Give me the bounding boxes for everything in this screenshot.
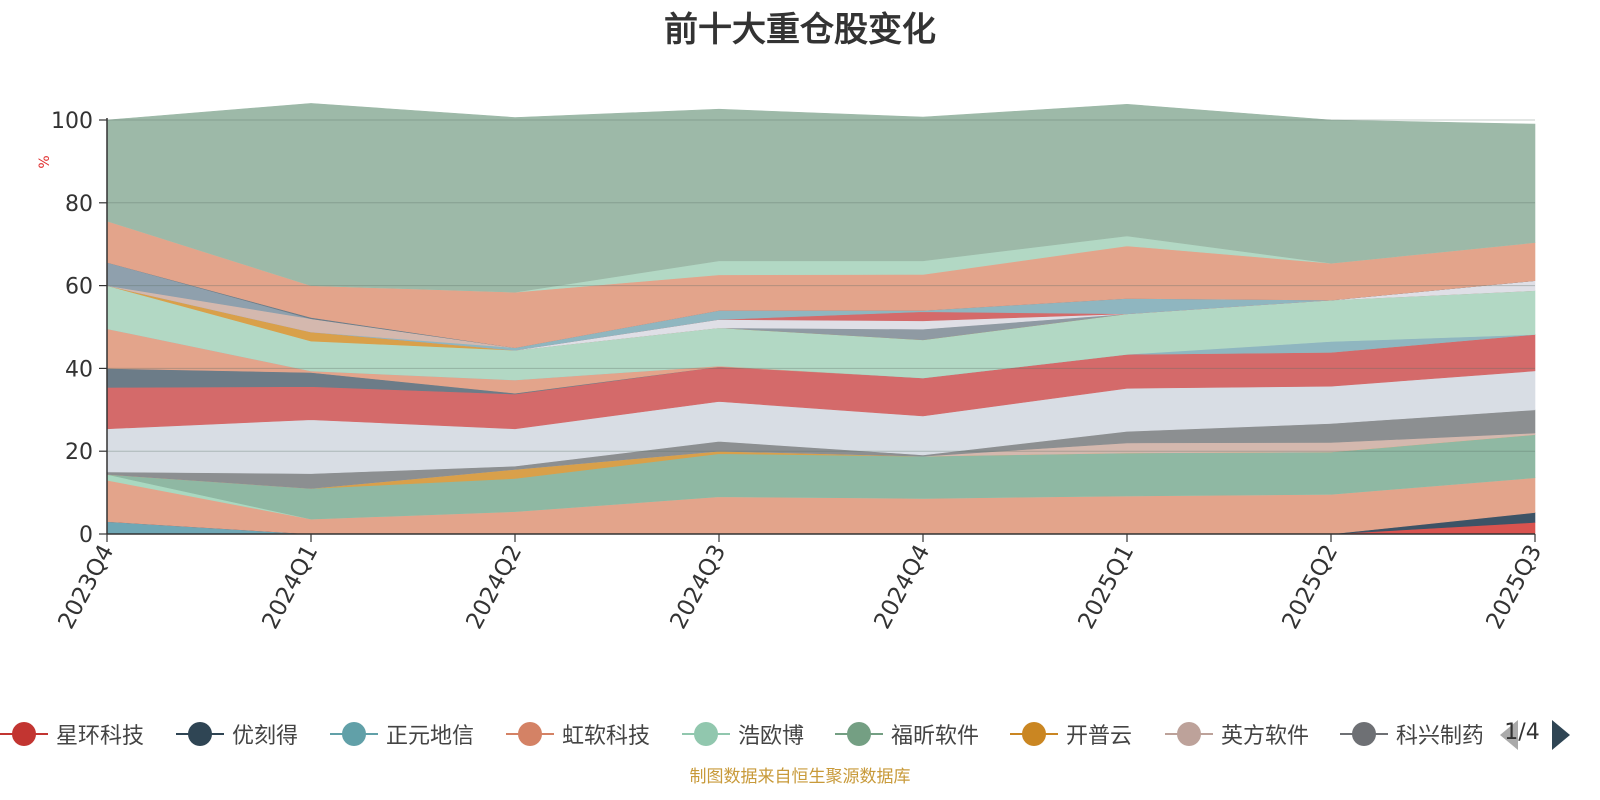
legend-marker-icon <box>330 721 378 747</box>
chart-title: 前十大重仓股变化 <box>664 10 936 50</box>
legend-label: 正元地信 <box>386 724 475 749</box>
x-tick-label: 2025Q2 <box>1277 541 1343 634</box>
y-tick-label: 80 <box>65 192 93 217</box>
data-source-note: 制图数据来自恒生聚源数据库 <box>689 767 911 787</box>
legend-marker-icon <box>1010 721 1058 747</box>
x-tick-label: 2025Q3 <box>1481 541 1547 634</box>
legend-item[interactable]: 星环科技 <box>0 712 144 756</box>
legend-label: 优刻得 <box>232 724 299 749</box>
legend-label: 科兴制药 <box>1396 724 1482 749</box>
area-series-25 <box>106 103 1536 293</box>
legend-label: 星环科技 <box>56 724 145 749</box>
x-tick-label: 2024Q3 <box>665 541 731 634</box>
legend-label: 英方软件 <box>1221 724 1310 749</box>
legend-item[interactable]: 开普云 <box>1010 712 1132 756</box>
legend-marker-icon <box>682 721 730 747</box>
x-tick-label: 2024Q4 <box>869 541 935 634</box>
x-tick-label: 2025Q1 <box>1073 541 1139 634</box>
legend-items: 星环科技 优刻得 正元地信 虹软科技 浩欧博 福昕软件 开普云 英方软件 科兴制药 <box>0 712 1482 756</box>
legend-label: 福昕软件 <box>891 724 980 749</box>
legend-label: 浩欧博 <box>738 724 805 749</box>
y-axis-unit-label: % <box>37 155 53 168</box>
legend-marker-icon <box>176 721 224 747</box>
legend-marker-icon <box>1165 721 1213 747</box>
legend-label: 开普云 <box>1066 724 1133 749</box>
x-tick-label: 2024Q2 <box>461 541 527 634</box>
y-tick-label: 20 <box>65 440 93 465</box>
x-tick-label: 2024Q1 <box>257 541 323 634</box>
stacked-area-chart: 0 20 40 60 80 100 2023Q4 2024Q1 2024Q2 2024Q3 2024… <box>37 103 1547 634</box>
legend-prev-page-button[interactable] <box>1500 720 1518 750</box>
legend-item[interactable]: 科兴制药 <box>1340 712 1482 756</box>
legend-item[interactable]: 优刻得 <box>176 712 298 756</box>
legend: 星环科技 优刻得 正元地信 虹软科技 浩欧博 福昕软件 开普云 英方软件 科兴制药 1/4 <box>0 712 1600 756</box>
legend-pager: 1/4 <box>1500 712 1600 756</box>
legend-marker-icon <box>506 721 554 747</box>
legend-next-page-button[interactable] <box>1552 720 1570 750</box>
legend-marker-icon <box>1340 721 1388 747</box>
legend-marker-icon <box>0 721 48 747</box>
y-tick-label: 40 <box>65 357 93 382</box>
y-tick-label: 100 <box>51 109 93 134</box>
y-tick-label: 60 <box>65 275 93 300</box>
legend-marker-icon <box>835 721 883 747</box>
legend-label: 虹软科技 <box>562 724 651 749</box>
legend-item[interactable]: 福昕软件 <box>835 712 979 756</box>
area-layer <box>106 103 1536 535</box>
x-tick-label: 2023Q4 <box>53 541 119 634</box>
legend-item[interactable]: 虹软科技 <box>506 712 650 756</box>
legend-page-indicator: 1/4 <box>1504 720 1540 745</box>
legend-item[interactable]: 正元地信 <box>330 712 474 756</box>
y-tick-label: 0 <box>79 523 93 548</box>
legend-item[interactable]: 浩欧博 <box>682 712 804 756</box>
legend-item[interactable]: 英方软件 <box>1165 712 1309 756</box>
